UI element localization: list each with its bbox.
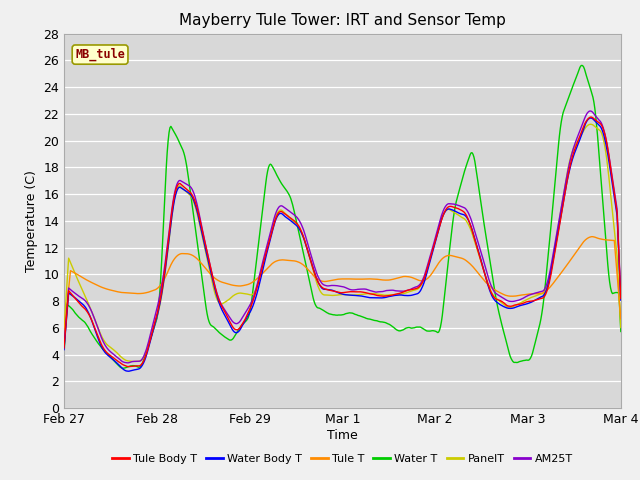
Y-axis label: Temperature (C): Temperature (C) — [25, 170, 38, 272]
X-axis label: Time: Time — [327, 429, 358, 442]
Title: Mayberry Tule Tower: IRT and Sensor Temp: Mayberry Tule Tower: IRT and Sensor Temp — [179, 13, 506, 28]
Legend: Tule Body T, Water Body T, Tule T, Water T, PanelT, AM25T: Tule Body T, Water Body T, Tule T, Water… — [108, 449, 577, 468]
Text: MB_tule: MB_tule — [75, 48, 125, 61]
